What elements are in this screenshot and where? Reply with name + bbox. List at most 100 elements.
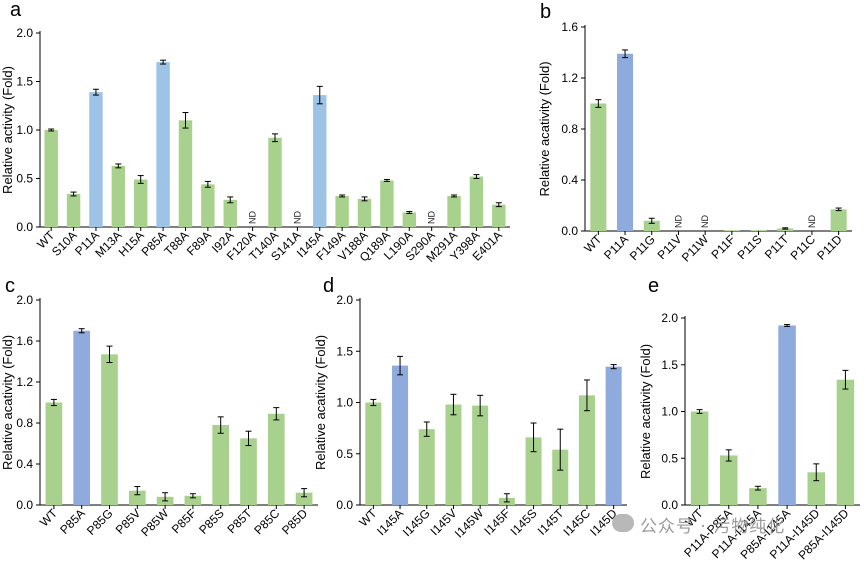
bar [723,230,740,231]
y-axis-label: Relative acativity (Fold) [313,335,328,470]
y-tick-label: 0.0 [336,498,353,512]
x-tick-label: P85C [251,506,282,537]
y-tick-label: 1.5 [336,344,353,358]
y-tick-label: 0.4 [561,173,578,187]
x-tick-label: I145C [561,506,594,539]
panel-d: d 0.0 0.5 1.0 1.5 2.0 Relative acativity (Fold… [313,275,627,541]
bar [392,365,409,505]
y-tick-label: 1.6 [561,20,578,34]
x-tick-label: P11A [601,232,631,262]
bar [240,438,257,505]
bar [101,354,118,505]
bar [365,402,382,505]
bar [380,180,394,227]
panel-a: a 0.0 0.5 1.0 1.5 2.0 Relative activity (Fold)… [0,0,510,265]
y-tick-label: 1.0 [661,405,678,419]
bar [66,194,81,227]
bar [492,204,506,227]
bar [469,176,484,227]
bar [402,212,416,227]
bar [617,53,634,232]
y-tick-label: 1.2 [561,71,578,85]
bar [830,209,847,231]
bar [268,137,282,227]
bar [525,437,542,505]
panel-c: c 0.0 0.4 0.8 1.2 1.6 2.0 Relative acativity (F… [0,275,318,539]
x-tick-label: P11T [762,232,792,262]
bar [212,425,230,505]
x-tick-label: I145S [508,506,540,538]
nd-label: ND [700,215,710,228]
y-tick-label: 1.0 [336,396,353,410]
x-tick-label: P85A [139,228,170,259]
bar [45,402,63,505]
bar [335,195,349,227]
x-tick-label: T88A [161,228,191,258]
x-tick-label: P85D [279,506,310,537]
y-tick-label: 0.5 [16,172,33,186]
x-tick-label: I145G [400,506,433,539]
bar [156,62,170,227]
y-tick-label: 0.5 [336,447,353,461]
nd-label: ND [673,215,683,228]
nd-label: ND [427,211,437,224]
bar [777,228,794,231]
panel-letter: e [648,275,659,297]
x-tick-label: P11V [655,232,685,262]
x-tick-label: P85G [84,506,116,538]
bar [184,495,202,505]
panel-letter: d [323,275,334,297]
y-axis-label: Relative activity (Fold) [0,66,15,194]
watermark-text: 公众号 · 污物纯化 [640,517,786,537]
x-tick-label: F89A [184,228,214,258]
x-tick-label: P11F [708,232,738,262]
x-tick-label: P85T [224,506,255,537]
x-tick-label: I145T [535,506,567,538]
y-tick-label: 1.5 [661,358,678,372]
y-tick-label: 0.0 [16,220,33,234]
bar [223,199,237,227]
x-tick-label: I145A [374,506,406,538]
bar [750,230,767,231]
y-tick-label: 1.2 [16,375,33,389]
x-tick-label: P85W [138,506,171,539]
x-tick-label: I145W [452,506,487,541]
y-tick-label: 0.0 [561,224,578,238]
bar [111,165,126,227]
bar [807,472,825,505]
bar [690,411,709,505]
x-tick-label: P11C [788,232,819,263]
y-tick-label: 2.0 [336,293,353,307]
bar [313,95,327,227]
bar [295,492,313,505]
x-tick-label: P11S [735,232,765,262]
bar [201,184,215,227]
y-tick-label: 0.5 [661,451,678,465]
y-tick-label: 0.4 [16,457,33,471]
y-axis-label: Relative acativity (Fold) [537,61,552,196]
bar [134,179,148,227]
panel-b: b 0.0 0.4 0.8 1.2 1.6 Relative acativity (Fold… [537,1,852,265]
bar [357,198,372,227]
panel-letter: b [540,1,551,23]
bar [749,488,767,505]
y-axis-label: Relative acativity (Fold) [638,344,653,479]
x-tick-label: WT [37,506,61,530]
y-axis-label: Relative acativity (Fold) [0,335,15,470]
bar [605,366,622,505]
y-tick-label: 1.6 [16,334,33,348]
x-tick-label: P85A [57,506,88,537]
bar [44,130,58,227]
bar [578,395,595,505]
bar [643,220,660,231]
bar [590,103,607,231]
y-tick-label: 2.0 [661,311,678,325]
nd-label: ND [807,215,817,228]
x-tick-label: I145F [481,506,513,538]
panel-letter: c [5,275,15,297]
bar [447,195,461,227]
y-tick-label: 0.0 [661,498,678,512]
y-tick-label: 0.8 [16,416,33,430]
x-tick-label: P11D [814,232,845,263]
